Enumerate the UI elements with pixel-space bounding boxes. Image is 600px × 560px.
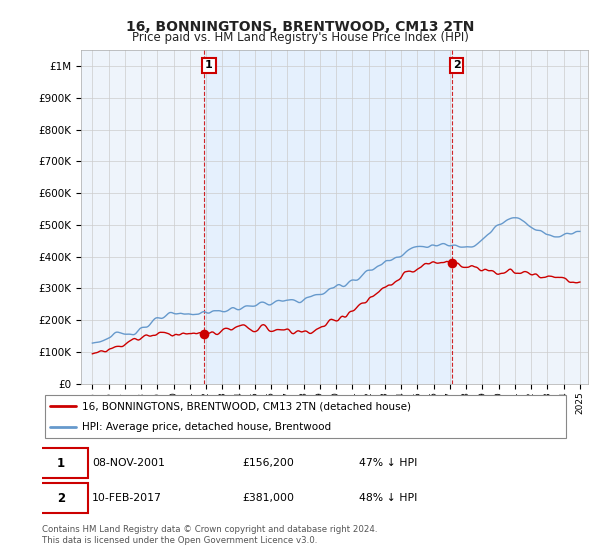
Text: 16, BONNINGTONS, BRENTWOOD, CM13 2TN: 16, BONNINGTONS, BRENTWOOD, CM13 2TN <box>126 20 474 34</box>
Text: 47% ↓ HPI: 47% ↓ HPI <box>359 458 417 468</box>
Text: HPI: Average price, detached house, Brentwood: HPI: Average price, detached house, Bren… <box>82 422 331 432</box>
Text: 10-FEB-2017: 10-FEB-2017 <box>92 493 162 503</box>
Bar <box>204 50 452 384</box>
Text: 08-NOV-2001: 08-NOV-2001 <box>92 458 165 468</box>
Text: 2: 2 <box>453 60 461 71</box>
Text: 1: 1 <box>57 456 65 470</box>
FancyBboxPatch shape <box>44 395 566 438</box>
Text: Price paid vs. HM Land Registry's House Price Index (HPI): Price paid vs. HM Land Registry's House … <box>131 31 469 44</box>
Text: 48% ↓ HPI: 48% ↓ HPI <box>359 493 417 503</box>
Text: 2: 2 <box>57 492 65 505</box>
FancyBboxPatch shape <box>34 483 88 513</box>
Text: 1: 1 <box>205 60 213 71</box>
Text: Contains HM Land Registry data © Crown copyright and database right 2024.
This d: Contains HM Land Registry data © Crown c… <box>42 525 377 545</box>
Text: 16, BONNINGTONS, BRENTWOOD, CM13 2TN (detached house): 16, BONNINGTONS, BRENTWOOD, CM13 2TN (de… <box>82 401 410 411</box>
FancyBboxPatch shape <box>34 449 88 478</box>
Text: £156,200: £156,200 <box>242 458 295 468</box>
Text: £381,000: £381,000 <box>242 493 295 503</box>
